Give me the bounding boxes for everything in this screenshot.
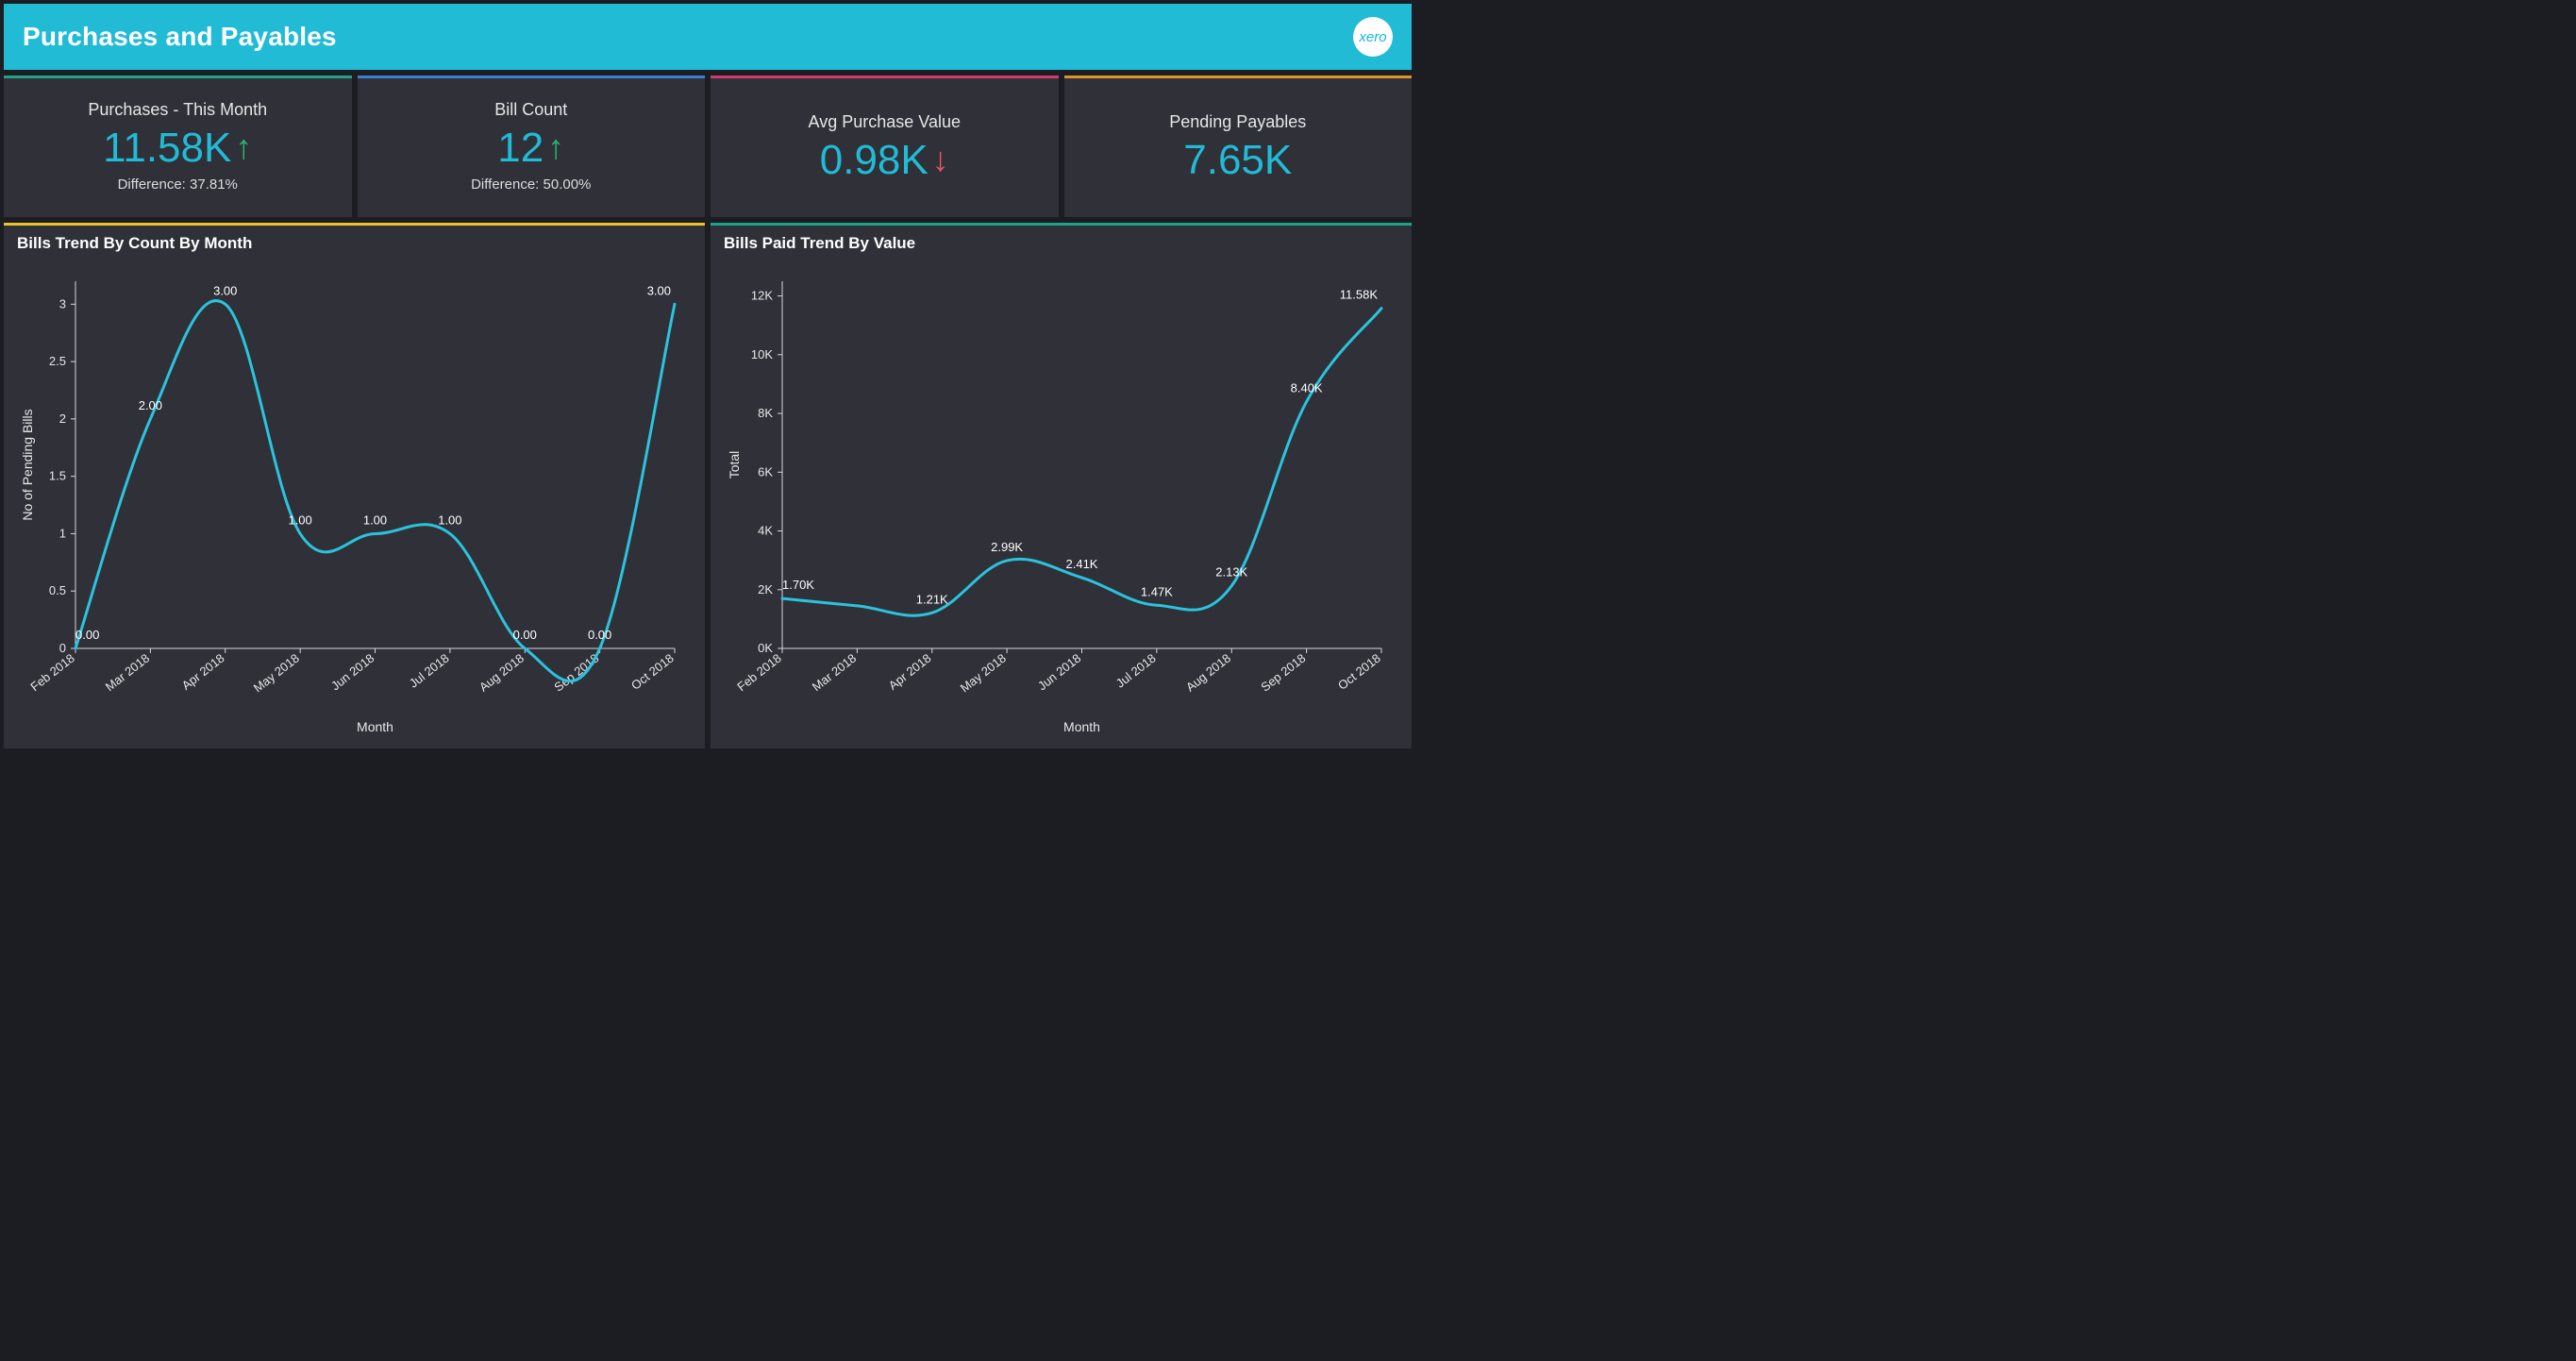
kpi-label: Bill Count: [494, 100, 567, 120]
svg-text:Mar 2018: Mar 2018: [810, 651, 860, 695]
charts-row: Bills Trend By Count By Month 00.511.522…: [4, 223, 1412, 748]
svg-text:Month: Month: [357, 719, 393, 734]
dashboard-page: Purchases and Payables xero Purchases - …: [0, 0, 1415, 752]
svg-text:Jul 2018: Jul 2018: [407, 651, 452, 691]
svg-text:May 2018: May 2018: [251, 651, 302, 696]
svg-text:8K: 8K: [758, 406, 773, 420]
svg-text:1.21K: 1.21K: [916, 592, 948, 606]
kpi-value-text: 7.65K: [1183, 140, 1292, 181]
svg-text:3.00: 3.00: [213, 283, 237, 297]
chart-accent: [711, 223, 1412, 226]
svg-text:10K: 10K: [751, 347, 773, 361]
svg-text:May 2018: May 2018: [958, 651, 1009, 696]
kpi-accent: [4, 76, 352, 78]
kpi-card: Bill Count 12↑ Difference: 50.00%: [358, 76, 706, 217]
svg-text:Apr 2018: Apr 2018: [179, 651, 227, 693]
svg-text:Apr 2018: Apr 2018: [886, 651, 934, 693]
chart-canvas: 0K 2K 4K 6K 8K 10K 12K Feb 2018 Mar 2018 Apr 2018…: [724, 259, 1398, 739]
logo-text: xero: [1359, 29, 1386, 45]
svg-text:1.00: 1.00: [288, 512, 311, 527]
svg-text:2.00: 2.00: [139, 398, 162, 412]
chart-bills-count: Bills Trend By Count By Month 00.511.522…: [4, 223, 705, 748]
chart-canvas: 00.511.522.53Feb 2018Mar 2018Apr 2018May…: [17, 259, 692, 739]
kpi-label: Pending Payables: [1169, 112, 1306, 132]
svg-text:8.40K: 8.40K: [1291, 381, 1323, 395]
svg-text:Jul 2018: Jul 2018: [1113, 651, 1159, 691]
svg-text:No of Pending Bills: No of Pending Bills: [20, 409, 35, 520]
kpi-value: 7.65K: [1183, 140, 1292, 181]
kpi-label: Avg Purchase Value: [809, 112, 961, 132]
kpi-card: Purchases - This Month 11.58K↑ Difference:…: [4, 76, 352, 217]
svg-text:6K: 6K: [758, 464, 773, 479]
svg-text:4K: 4K: [758, 524, 773, 538]
svg-text:2.5: 2.5: [49, 354, 66, 368]
svg-text:2.13K: 2.13K: [1215, 565, 1247, 580]
kpi-accent: [711, 76, 1059, 78]
svg-text:3.00: 3.00: [647, 283, 671, 297]
kpi-card: Avg Purchase Value 0.98K↓: [711, 76, 1059, 217]
page-title: Purchases and Payables: [23, 22, 337, 52]
svg-text:2.99K: 2.99K: [991, 540, 1023, 554]
kpi-value-text: 0.98K: [820, 140, 928, 181]
kpi-value: 12↑: [497, 127, 564, 169]
xero-logo: xero: [1353, 17, 1393, 57]
svg-text:Total: Total: [727, 451, 742, 479]
svg-text:Oct 2018: Oct 2018: [1335, 651, 1383, 693]
svg-text:1.47K: 1.47K: [1141, 584, 1173, 598]
svg-text:Jun 2018: Jun 2018: [328, 651, 376, 694]
kpi-row: Purchases - This Month11.58K↑Difference:…: [4, 76, 1412, 217]
svg-text:2.41K: 2.41K: [1066, 557, 1098, 571]
svg-text:11.58K: 11.58K: [1340, 288, 1379, 302]
svg-text:Feb 2018: Feb 2018: [27, 651, 77, 695]
kpi-label: Purchases - This Month: [88, 100, 267, 120]
svg-text:0.00: 0.00: [513, 628, 537, 642]
kpi-accent: [358, 76, 706, 78]
kpi-value: 0.98K↓: [820, 140, 949, 181]
svg-text:1.00: 1.00: [438, 512, 461, 527]
svg-text:2: 2: [59, 412, 66, 426]
kpi-accent: [1064, 76, 1413, 78]
arrow-up-icon: ↑: [547, 130, 564, 164]
svg-text:Sep 2018: Sep 2018: [1258, 651, 1308, 695]
svg-text:Month: Month: [1063, 719, 1100, 734]
kpi-card: Pending Payables 7.65K: [1064, 76, 1413, 217]
svg-text:Aug 2018: Aug 2018: [477, 651, 527, 695]
arrow-down-icon: ↓: [932, 143, 949, 176]
svg-text:1: 1: [59, 526, 66, 540]
kpi-difference: Difference: 37.81%: [118, 176, 238, 193]
kpi-difference: Difference: 50.00%: [471, 176, 591, 193]
svg-text:3: 3: [59, 296, 66, 311]
svg-text:1.5: 1.5: [49, 469, 66, 483]
svg-text:Feb 2018: Feb 2018: [734, 651, 784, 695]
chart-accent: [4, 223, 705, 226]
svg-text:0.00: 0.00: [75, 628, 99, 642]
svg-text:Mar 2018: Mar 2018: [103, 651, 153, 695]
arrow-up-icon: ↑: [235, 130, 252, 164]
kpi-value: 11.58K↑: [103, 127, 252, 169]
svg-text:Aug 2018: Aug 2018: [1183, 651, 1233, 695]
svg-text:1.70K: 1.70K: [782, 578, 814, 592]
svg-text:Oct 2018: Oct 2018: [628, 651, 677, 693]
kpi-value-text: 11.58K: [103, 127, 231, 169]
page-header: Purchases and Payables xero: [4, 4, 1412, 70]
svg-text:0.00: 0.00: [588, 628, 611, 642]
svg-text:12K: 12K: [751, 289, 773, 303]
chart-title: Bills Trend By Count By Month: [17, 234, 692, 253]
kpi-value-text: 12: [497, 127, 544, 169]
svg-text:1.00: 1.00: [363, 512, 387, 527]
svg-text:2K: 2K: [758, 582, 773, 596]
chart-bills-value: Bills Paid Trend By Value 0K 2K 4K 6K 8K 10K 1…: [711, 223, 1412, 748]
svg-text:0K: 0K: [758, 641, 773, 655]
svg-text:0.5: 0.5: [49, 583, 66, 597]
svg-text:Jun 2018: Jun 2018: [1035, 651, 1083, 694]
chart-title: Bills Paid Trend By Value: [724, 234, 1398, 253]
